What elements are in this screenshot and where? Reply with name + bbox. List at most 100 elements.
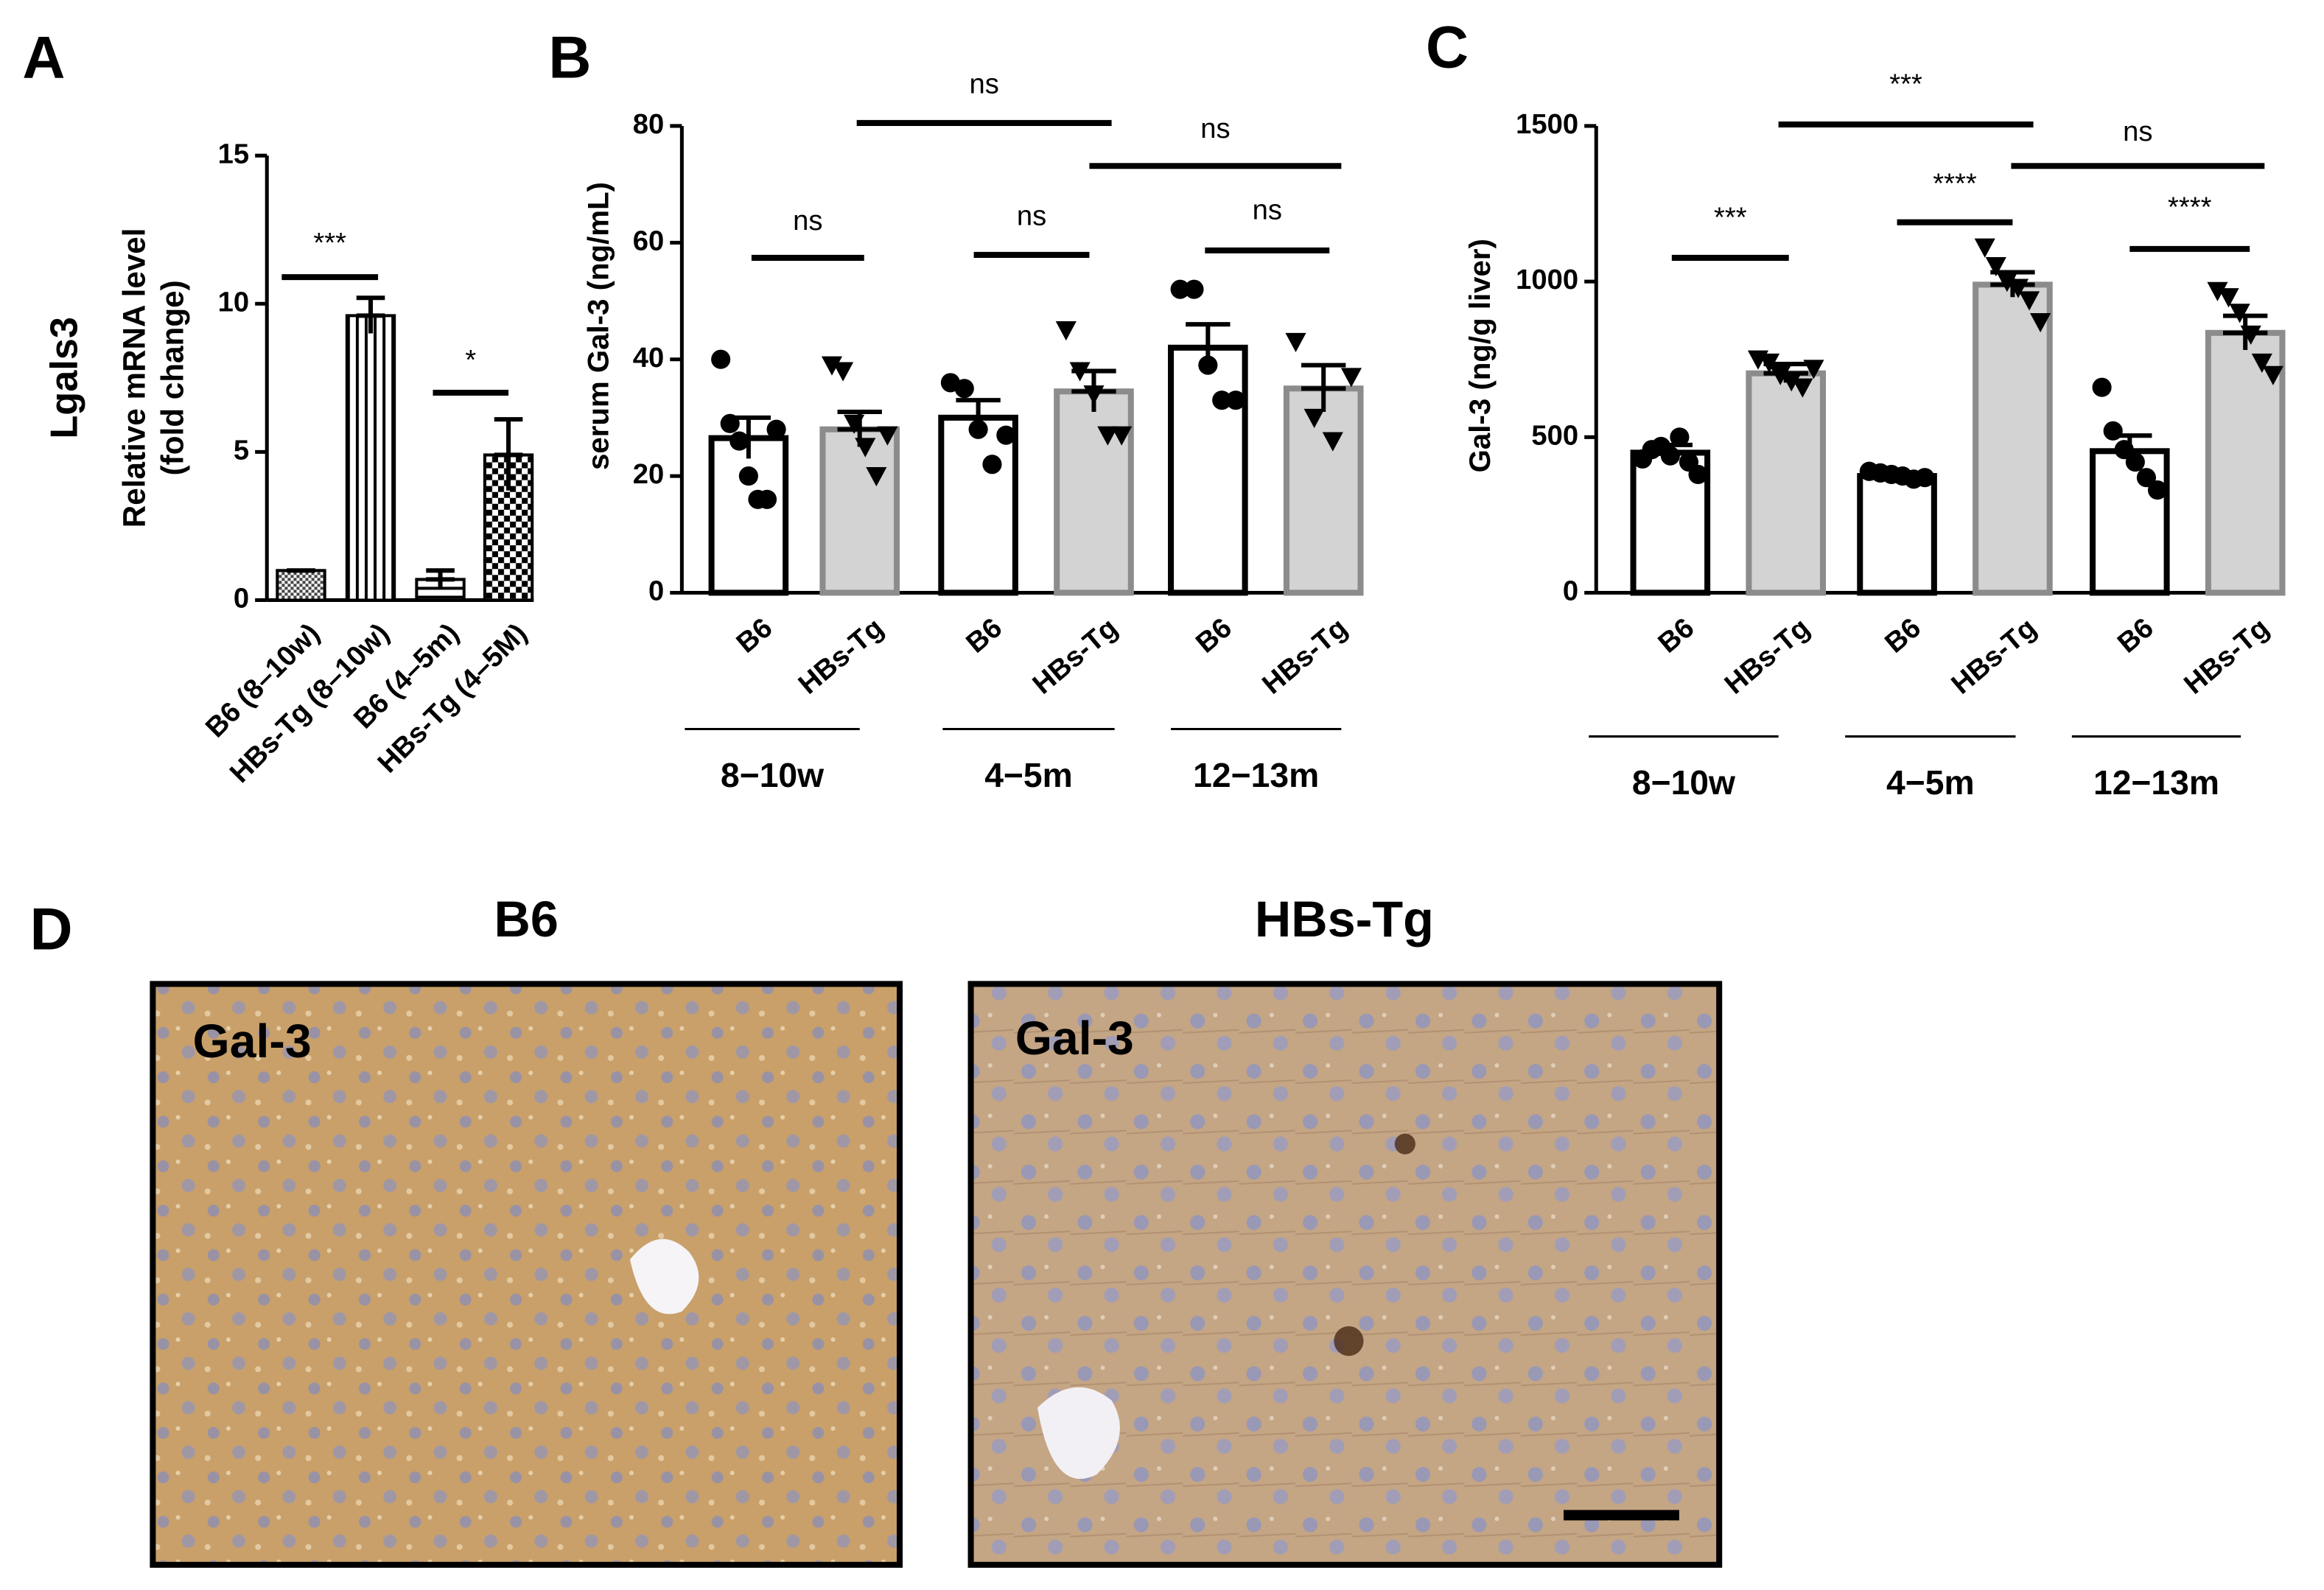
group-label: 8−10w [721,756,825,794]
data-point [1184,279,1204,299]
y-tick-label: 0 [1563,575,1578,607]
data-point [1770,365,1791,385]
error-bar [356,295,385,334]
data-point [1781,372,1802,392]
y-tick-label: 0 [648,575,664,607]
y-tick-label: 1000 [1516,264,1578,295]
group-label: 12−13m [2093,763,2219,802]
significance-label: **** [1933,167,1977,199]
micrograph [150,981,903,1568]
data-point [1340,368,1362,388]
data-point [1303,408,1325,428]
x-tick-label: HBs-Tg [1256,612,1354,700]
data-point [968,419,988,439]
data-point [1670,427,1690,447]
vessel [629,1239,699,1314]
x-tick-label: HBs-Tg [1718,612,1816,700]
data-point [2240,325,2261,346]
y-tick-label: 0 [234,583,249,614]
x-tick-label: B6 [1879,612,1927,659]
stain-spot [1394,1133,1415,1155]
data-point [2218,288,2239,308]
error-bar [426,568,455,589]
y-tick-label: 20 [633,458,665,490]
data-point [2229,304,2250,323]
group-label: 4−5m [1886,763,1975,802]
bar [1973,281,2053,596]
data-point [844,414,865,434]
x-tick-label: B6 [960,612,1008,659]
panel-label: D [29,896,72,962]
y-tick-label: 60 [633,225,665,256]
data-point [2147,480,2168,500]
data-point [821,356,843,376]
data-point [996,425,1016,445]
data-point [2092,377,2112,397]
scale-bar [1564,1510,1679,1521]
significance-label: ns [2123,116,2152,147]
data-point [1996,273,2017,293]
data-point [1759,353,1780,374]
data-point [1212,391,1232,410]
x-tick-label: B6 [1652,612,1700,659]
data-point [1688,464,1708,485]
data-point [766,419,786,439]
significance-label: ns [1200,113,1230,144]
data-point [1097,426,1119,446]
data-point [2030,312,2051,333]
significance-label: ns [1253,195,1282,226]
significance-label: ns [969,69,998,100]
y-tick-label: 500 [1531,419,1578,451]
bar [1283,385,1364,596]
data-point [720,413,740,433]
data-point [1660,446,1680,466]
data-point [729,431,749,451]
data-point [1069,362,1091,382]
x-tick-label: HBs-Tg [1026,612,1124,700]
data-point [2125,452,2145,472]
data-point [1985,256,2006,277]
y-tick-label: 40 [633,342,665,374]
error-bar [494,417,523,491]
x-tick-label: B6 [730,612,778,659]
bar [1857,473,1937,596]
y-tick-label: 5 [234,435,249,466]
y-axis-label: Lgals3 [43,317,86,439]
group-label: 12−13m [1193,756,1319,794]
group-label: 8−10w [1632,763,1736,802]
x-tick-label: HBs-Tg [792,612,889,700]
data-point [2114,440,2134,460]
y-tick-label: 1500 [1516,108,1578,140]
significance-label: *** [313,227,346,259]
data-point [2007,279,2029,298]
bar [2205,329,2286,596]
data-point [1915,468,1935,488]
data-point [1792,378,1813,398]
group-label: 4−5m [984,756,1073,794]
data-point [1083,385,1105,405]
data-point [877,426,898,446]
panel-label: C [1426,15,1469,81]
y-axis-label: serum Gal-3 (ng/mL) [581,182,615,470]
bar [708,435,789,596]
data-point [866,467,887,487]
bar [1168,344,1248,596]
data-point [954,379,974,399]
significance-label: ns [793,205,822,237]
panel-d: D B6 HBs-Tg Gal-3 Gal-3 [29,892,1723,1568]
image-title: HBs-Tg [1255,892,1434,948]
bar [2090,448,2170,596]
stain-spot [1334,1326,1364,1356]
bar [938,414,1018,596]
plots: A Lgals3 Relative mRNA level (fold change) 0… [22,15,2286,802]
data-point [2136,468,2157,488]
data-point [2207,281,2228,301]
stain-label: Gal-3 [1015,1012,1134,1065]
error-bar [1301,363,1346,412]
data-point [2018,291,2040,311]
data-point [982,455,1002,474]
data-point [1170,279,1190,299]
x-tick-label: B6 [1190,612,1238,659]
data-point [2103,421,2123,441]
x-tick-label: HBs-Tg [2178,612,2275,700]
